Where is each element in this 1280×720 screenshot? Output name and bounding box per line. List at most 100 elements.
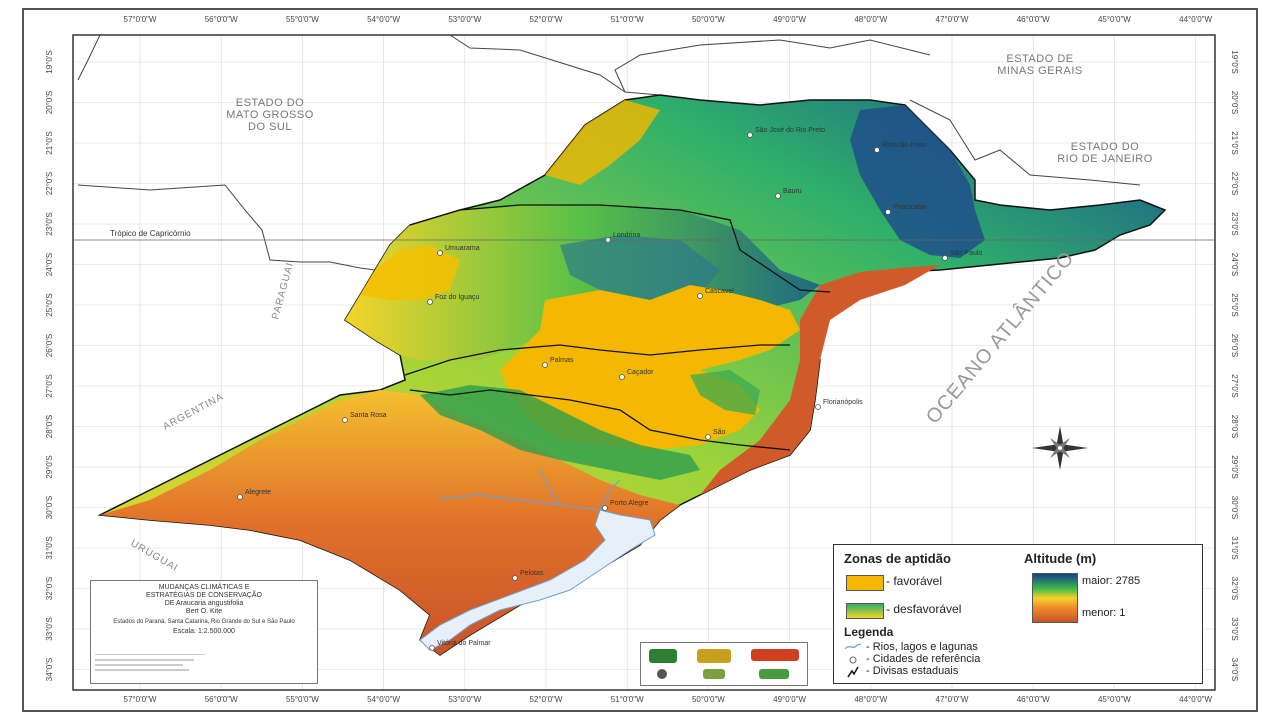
- latitude-tick-label: 34°0'S: [1230, 658, 1239, 681]
- city-icon: [849, 656, 857, 664]
- city-marker: [542, 362, 548, 368]
- latitude-tick-label: 32°0'S: [45, 577, 54, 600]
- latitude-tick-label: 33°0'S: [45, 617, 54, 640]
- legend-item-divisas: - Divisas estaduais: [866, 665, 959, 677]
- altitude-min: menor: 1: [1082, 607, 1126, 619]
- latitude-tick-label: 34°0'S: [45, 658, 54, 681]
- state-label-ms-1: ESTADO DO: [236, 97, 304, 109]
- longitude-tick-label: 57°0'0"W: [124, 695, 157, 704]
- latitude-tick-label: 21°0'S: [45, 131, 54, 154]
- latitude-tick-label: 30°0'S: [1230, 496, 1239, 519]
- longitude-tick-label: 55°0'0"W: [286, 695, 319, 704]
- city-label: Vitória do Palmar: [437, 640, 491, 647]
- river-icon: [844, 643, 862, 650]
- cities: São José do Rio Preto Ribeirão Preto Bauru…: [237, 127, 982, 651]
- title-box: MUDANÇAS CLIMÁTICAS E ESTRATÉGIAS DE CON…: [90, 580, 318, 684]
- longitude-tick-label: 55°0'0"W: [286, 15, 319, 24]
- longitude-tick-label: 46°0'0"W: [1017, 15, 1050, 24]
- lagoa-dos-patos: [419, 509, 656, 651]
- city-label: Piracicaba: [893, 204, 926, 211]
- longitude-tick-label: 53°0'0"W: [448, 15, 481, 24]
- longitude-ticks: 57°0'0"W 57°0'0"W 56°0'0"W 56°0'0"W 55°0'0"W…: [124, 15, 1213, 704]
- altitude-max: maior: 2785: [1082, 575, 1141, 587]
- region-mid-band: [345, 205, 820, 360]
- city-label: Florianópolis: [823, 399, 863, 406]
- city-label: Londrina: [613, 232, 640, 239]
- city-marker: [775, 193, 781, 199]
- legend-zonas-title: Zonas de aptidão: [844, 551, 951, 566]
- city-label: Umuarama: [445, 245, 480, 252]
- country-label-uruguai: URUGUAI: [129, 538, 181, 574]
- longitude-tick-label: 52°0'0"W: [530, 695, 563, 704]
- longitude-tick-label: 50°0'0"W: [692, 695, 725, 704]
- latitude-tick-label: 26°0'S: [45, 334, 54, 357]
- city-marker: [885, 209, 891, 215]
- city-marker: [619, 374, 625, 380]
- city-label: Bauru: [783, 188, 802, 195]
- latitude-tick-label: 22°0'S: [1230, 172, 1239, 195]
- latitude-tick-label: 19°0'S: [45, 50, 54, 73]
- latitude-tick-label: 33°0'S: [1230, 617, 1239, 640]
- ocean-label: OCEANO ATLÂNTICO: [921, 247, 1079, 429]
- latitude-tick-label: 20°0'S: [1230, 91, 1239, 114]
- latitude-tick-label: 26°0'S: [1230, 334, 1239, 357]
- city-label: Pelotas: [520, 570, 544, 577]
- latitude-tick-label: 29°0'S: [1230, 455, 1239, 478]
- city-marker: [705, 434, 711, 440]
- legend-box: Zonas de aptidão Altitude (m) - favoráve…: [833, 544, 1203, 684]
- institution-logo: [697, 649, 731, 663]
- longitude-tick-label: 49°0'0"W: [773, 15, 806, 24]
- longitude-tick-label: 53°0'0"W: [448, 695, 481, 704]
- latitude-tick-label: 27°0'S: [45, 374, 54, 397]
- longitude-tick-label: 47°0'0"W: [936, 15, 969, 24]
- city-marker: [942, 255, 948, 261]
- tropic-label: Trópico de Capricórnio: [110, 229, 191, 238]
- author: Bert O. Kite: [185, 608, 223, 615]
- longitude-tick-label: 52°0'0"W: [530, 15, 563, 24]
- latitude-tick-label: 29°0'S: [45, 455, 54, 478]
- longitude-tick-label: 45°0'0"W: [1098, 695, 1131, 704]
- neighbor-borders: [77, 34, 1141, 271]
- longitude-tick-label: 50°0'0"W: [692, 15, 725, 24]
- city-label: São José do Rio Preto: [755, 127, 825, 134]
- latitude-tick-label: 24°0'S: [1230, 253, 1239, 276]
- longitude-tick-label: 46°0'0"W: [1017, 695, 1050, 704]
- map-border: [72, 34, 1216, 691]
- latitude-tick-label: 31°0'S: [45, 536, 54, 559]
- label-favoravel: - favorável: [886, 574, 943, 588]
- rivers: [439, 469, 621, 511]
- state-label-rj-2: RIO DE JANEIRO: [1057, 153, 1153, 165]
- title-line-2: ESTRATÉGIAS DE CONSERVAÇÃO: [146, 592, 262, 599]
- city-marker: [602, 505, 608, 511]
- longitude-tick-label: 51°0'0"W: [611, 15, 644, 24]
- state-label-rj-1: ESTADO DO: [1071, 141, 1139, 153]
- altitude-ramp: [1032, 573, 1078, 623]
- legend-legenda-title: Legenda: [844, 625, 894, 639]
- title-line-3: DE Araucaria angustifolia: [164, 600, 244, 607]
- small-logo-2: [703, 669, 725, 679]
- city-label: Santa Rosa: [350, 412, 387, 419]
- embrapa-logo: [649, 649, 677, 663]
- latitude-tick-label: 21°0'S: [1230, 131, 1239, 154]
- latitude-tick-label: 27°0'S: [1230, 374, 1239, 397]
- latitude-ticks: 19°0'S 19°0'S 20°0'S 20°0'S 21°0'S 21°0'S 22°0…: [45, 50, 1239, 681]
- longitude-tick-label: 48°0'0"W: [854, 695, 887, 704]
- city-label: Alegrete: [245, 489, 271, 496]
- latitude-tick-label: 28°0'S: [1230, 415, 1239, 438]
- small-logo-1: [657, 669, 667, 679]
- favorable-zone-2: [545, 100, 660, 185]
- city-label: Cascavel: [705, 288, 734, 295]
- state-label-mg-2: MINAS GERAIS: [997, 65, 1082, 77]
- state-label-ms-3: DO SUL: [248, 121, 292, 133]
- city-marker: [697, 293, 703, 299]
- longitude-tick-label: 54°0'0"W: [367, 695, 400, 704]
- legend-item-rios: - Rios, lagos e lagunas: [866, 641, 978, 653]
- latitude-tick-label: 32°0'S: [1230, 577, 1239, 600]
- city-label: Caçador: [627, 369, 654, 376]
- city-marker: [747, 132, 753, 138]
- latitude-tick-label: 23°0'S: [1230, 212, 1239, 235]
- city-marker: [815, 404, 821, 410]
- city-marker: [512, 575, 518, 581]
- scale-text: Escala: 1:2.500.000: [173, 628, 235, 635]
